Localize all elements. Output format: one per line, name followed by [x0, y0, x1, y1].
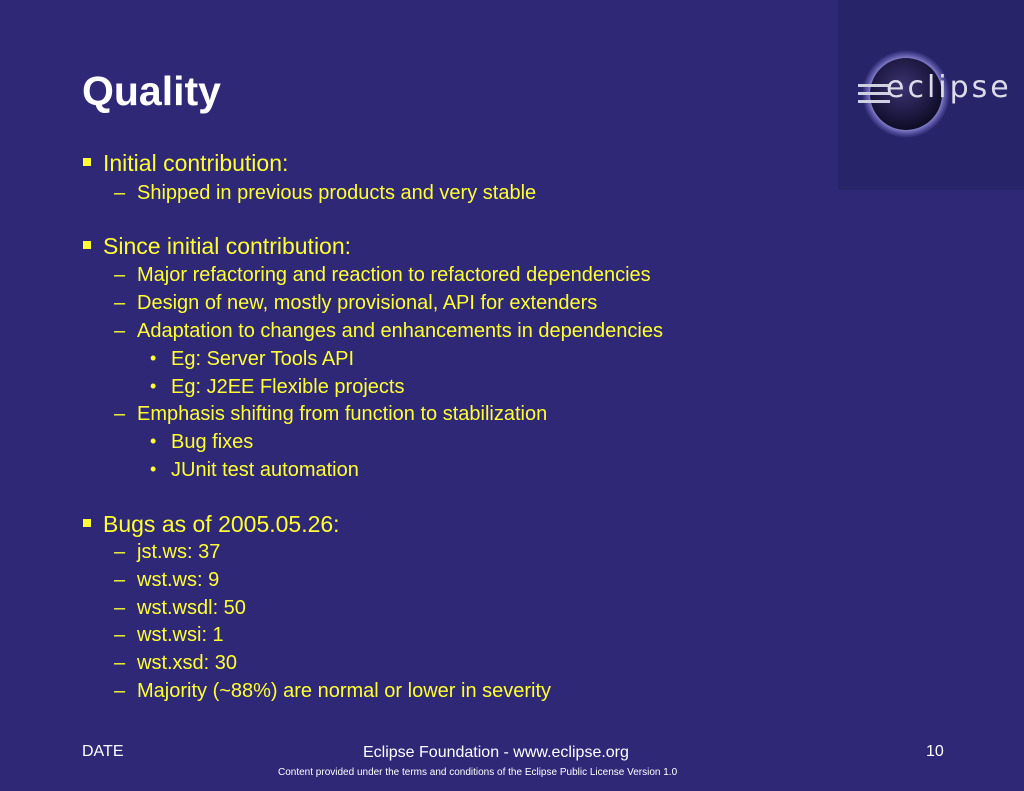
- eclipse-logo-text: eclipse: [886, 70, 1012, 105]
- square-bullet-icon: [83, 158, 91, 166]
- sub-bullet-item: Design of new, mostly provisional, API f…: [137, 292, 598, 314]
- dash-bullet-icon: –: [114, 403, 126, 425]
- square-bullet-icon: [83, 519, 91, 527]
- dash-bullet-icon: –: [114, 652, 126, 674]
- sub-sub-bullet-item: Eg: J2EE Flexible projects: [171, 376, 405, 398]
- sub-bullet-item: Adaptation to changes and enhancements i…: [137, 320, 663, 342]
- dash-bullet-icon: –: [114, 264, 126, 286]
- slide-title: Quality: [82, 68, 221, 114]
- sub-sub-bullet-item: JUnit test automation: [171, 459, 359, 481]
- dot-bullet-icon: •: [150, 459, 157, 479]
- sub-bullet-item: Shipped in previous products and very st…: [137, 182, 537, 204]
- sub-bullet-item: Majority (~88%) are normal or lower in s…: [137, 680, 552, 702]
- sub-sub-bullet-item: Bug fixes: [171, 431, 254, 453]
- sub-sub-bullet-item: Eg: Server Tools API: [171, 348, 355, 370]
- dash-bullet-icon: –: [114, 320, 126, 342]
- dash-bullet-icon: –: [114, 182, 126, 204]
- footer-date: DATE: [82, 743, 124, 760]
- bullet-item: Initial contribution:: [103, 150, 289, 176]
- dash-bullet-icon: –: [114, 680, 126, 702]
- sub-bullet-item: wst.ws: 9: [137, 569, 220, 591]
- sub-bullet-item: Emphasis shifting from function to stabi…: [137, 403, 548, 425]
- dot-bullet-icon: •: [150, 376, 157, 396]
- dash-bullet-icon: –: [114, 541, 126, 563]
- bullet-item: Bugs as of 2005.05.26:: [103, 511, 340, 537]
- sub-bullet-item: wst.xsd: 30: [137, 652, 238, 674]
- footer-organization: Eclipse Foundation - www.eclipse.org: [363, 744, 629, 761]
- sub-bullet-item: jst.ws: 37: [137, 541, 221, 563]
- bullet-item: Since initial contribution:: [103, 233, 352, 259]
- sub-bullet-item: wst.wsdl: 50: [137, 597, 246, 619]
- dash-bullet-icon: –: [114, 597, 126, 619]
- dash-bullet-icon: –: [114, 624, 126, 646]
- dot-bullet-icon: •: [150, 348, 157, 368]
- page-number: 10: [926, 743, 944, 760]
- eclipse-globe-icon: [858, 50, 950, 138]
- sub-bullet-item: wst.wsi: 1: [137, 624, 224, 646]
- sub-bullet-item: Major refactoring and reaction to refact…: [137, 264, 651, 286]
- dash-bullet-icon: –: [114, 569, 126, 591]
- dot-bullet-icon: •: [150, 431, 157, 451]
- dash-bullet-icon: –: [114, 292, 126, 314]
- eclipse-logo: eclipse: [838, 0, 1024, 190]
- footer-license: Content provided under the terms and con…: [278, 767, 678, 778]
- square-bullet-icon: [83, 241, 91, 249]
